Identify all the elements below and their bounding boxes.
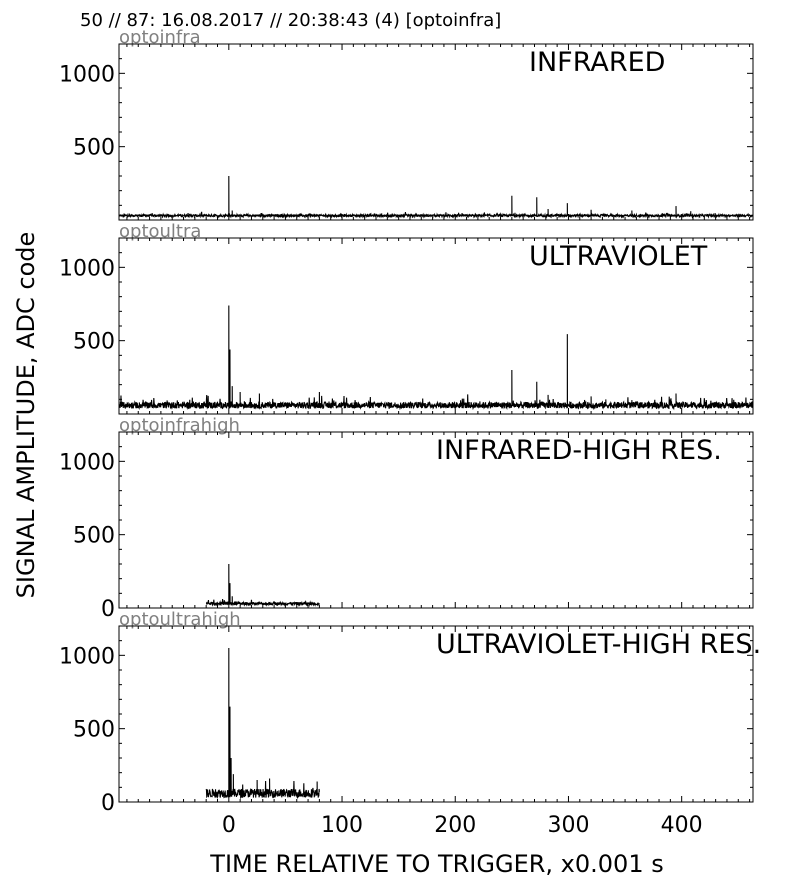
y-tick-label: 500 bbox=[73, 330, 115, 355]
series-line-optoinfra bbox=[118, 175, 754, 219]
y-tick-label: 1000 bbox=[59, 450, 115, 475]
series-line-optoultrahigh bbox=[205, 647, 320, 800]
x-tick-label: 100 bbox=[321, 813, 363, 838]
panel-source-label: optoultrahigh bbox=[119, 609, 241, 630]
x-tick-label: 300 bbox=[547, 813, 589, 838]
panel-title: ULTRAVIOLET-HIGH RES. bbox=[436, 629, 761, 660]
x-tick-label: 0 bbox=[222, 813, 236, 838]
y-tick-label: 500 bbox=[73, 136, 115, 161]
y-tick-label: 0 bbox=[101, 597, 115, 622]
x-axis-label: TIME RELATIVE TO TRIGGER, x0.001 s bbox=[209, 850, 663, 878]
y-tick-label: 500 bbox=[73, 718, 115, 743]
y-tick-label: 500 bbox=[73, 524, 115, 549]
x-tick-label: 200 bbox=[434, 813, 476, 838]
y-tick-label: 1000 bbox=[59, 644, 115, 669]
panel-title: INFRARED-HIGH RES. bbox=[436, 435, 722, 466]
y-tick-label: 1000 bbox=[59, 62, 115, 87]
panel-optoinfra: optoinfra 500 1000 INFRARED bbox=[59, 27, 754, 221]
series-line-optoinfrahigh bbox=[205, 563, 320, 608]
panel-optoultra: optoultra 500 1000 ULTRAVIOLET bbox=[59, 221, 754, 415]
x-tick-label: 400 bbox=[661, 813, 703, 838]
y-tick-label: 0 bbox=[101, 791, 115, 816]
panel-optoinfrahigh: optoinfrahigh 0 500 1000 INFRARED-HIGH RES. bbox=[59, 415, 754, 622]
panel-title: INFRARED bbox=[529, 47, 665, 78]
panel-source-label: optoultra bbox=[119, 221, 201, 242]
panel-optoultrahigh: optoultrahigh 0 500 1000 ULTRAVIOLET-HIGH RE… bbox=[59, 609, 761, 816]
panel-source-label: optoinfrahigh bbox=[119, 415, 240, 436]
y-axis-label: SIGNAL AMPLITUDE, ADC code bbox=[12, 232, 40, 599]
panel-title: ULTRAVIOLET bbox=[529, 241, 708, 272]
y-tick-label: 1000 bbox=[59, 256, 115, 281]
series-line-optoultra bbox=[118, 305, 754, 411]
figure-header: 50 // 87: 16.08.2017 // 20:38:43 (4) [op… bbox=[80, 10, 501, 31]
panel-source-label: optoinfra bbox=[119, 27, 201, 48]
